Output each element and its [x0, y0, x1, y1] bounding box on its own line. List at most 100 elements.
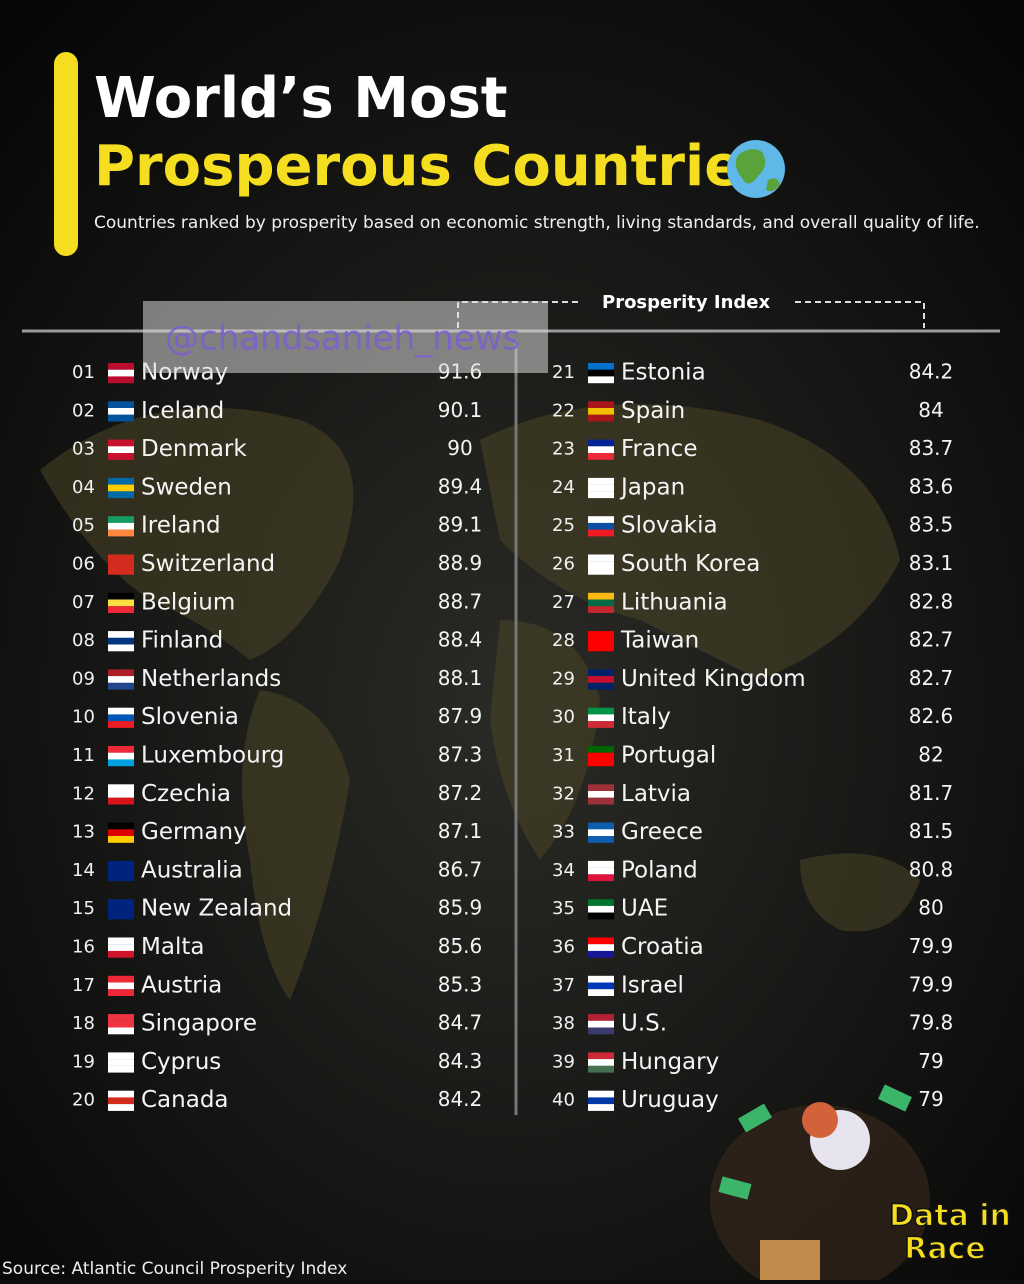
flag: [588, 1090, 614, 1111]
table-row: 20 Canada 84.2: [72, 1087, 482, 1113]
flag: [108, 1090, 134, 1111]
flag-stripe: [108, 599, 134, 607]
flag-stripe: [108, 637, 134, 645]
flag-stripe: [588, 950, 614, 958]
table-row: 32 Latvia 81.7: [552, 781, 953, 807]
index-value: 79.9: [909, 972, 954, 996]
country: Austria: [141, 972, 222, 998]
flag-stripe: [108, 759, 134, 767]
logo-line2: Race: [904, 1232, 985, 1267]
flag-stripe: [108, 784, 134, 792]
rank: 17: [72, 975, 95, 996]
source: Source: Atlantic Council Prosperity Inde…: [2, 1259, 347, 1279]
flag-stripe: [108, 376, 134, 384]
flag-stripe: [588, 676, 614, 683]
flag: [108, 631, 134, 652]
flag-stripe: [588, 1027, 614, 1035]
rank: 06: [72, 554, 95, 575]
country: Hungary: [621, 1049, 719, 1075]
country: Luxembourg: [141, 743, 284, 769]
index-value: 88.1: [438, 666, 483, 690]
index-value: 83.7: [909, 436, 954, 460]
flag-stripe: [108, 714, 134, 722]
index-value: 81.5: [909, 819, 954, 843]
flag: [588, 899, 614, 920]
flag-stripe: [108, 860, 134, 868]
flag-stripe: [108, 1052, 134, 1060]
table-row: 27 Lithuania 82.8: [552, 589, 953, 615]
flag-stripe: [588, 867, 614, 875]
flag-stripe: [108, 874, 134, 882]
index-value: 90.1: [438, 398, 483, 422]
index-value: 81.7: [909, 781, 954, 805]
flag-stripe: [588, 669, 614, 677]
index-value: 85.6: [438, 934, 483, 958]
flag-stripe: [108, 1097, 134, 1105]
rank: 26: [552, 554, 575, 575]
country: Finland: [141, 628, 223, 654]
index-value: 86.7: [438, 857, 483, 881]
country: Sweden: [141, 474, 232, 500]
table-row: 14 Australia 86.7: [72, 857, 482, 883]
index-value: 87.2: [438, 781, 483, 805]
flag: [588, 1052, 614, 1073]
table-row: 03 Denmark 90: [72, 436, 473, 462]
rank: 20: [72, 1090, 95, 1111]
table-row: 33 Greece 81.5: [552, 819, 953, 845]
rank: 13: [72, 822, 95, 843]
flag-stripe: [588, 1065, 614, 1073]
flag: [588, 937, 614, 958]
rank: 02: [72, 400, 95, 421]
country: Switzerland: [141, 551, 275, 577]
rank: 36: [552, 937, 575, 958]
flag-stripe: [108, 631, 134, 638]
table-row: 31 Portugal 82: [552, 743, 944, 769]
country: New Zealand: [141, 896, 292, 922]
index-value: 89.4: [438, 474, 483, 498]
country: Taiwan: [620, 628, 699, 654]
index-value: 79.8: [909, 1011, 954, 1035]
table-row: 17 Austria 85.3: [72, 972, 482, 998]
flag-stripe: [108, 1090, 134, 1098]
title-line2: Prosperous Countries: [94, 134, 776, 199]
flag: [108, 1014, 134, 1035]
rank: 38: [552, 1013, 575, 1034]
flag-stripe: [588, 836, 614, 843]
index-value: 82.6: [909, 704, 954, 728]
index-value: 82.7: [909, 666, 954, 690]
flag: [108, 746, 134, 767]
table-row: 06 Switzerland 88.9: [72, 551, 482, 577]
country: France: [621, 436, 697, 462]
flag-stripe: [588, 1090, 614, 1098]
rank: 15: [72, 898, 95, 919]
flag-stripe: [588, 899, 614, 906]
rank: 24: [552, 477, 575, 498]
flag-stripe: [588, 369, 614, 377]
flag-stripe: [108, 529, 134, 537]
index-value: 82.7: [909, 628, 954, 652]
country: Estonia: [621, 360, 706, 386]
flag-stripe: [108, 937, 134, 945]
flag-stripe: [108, 446, 134, 454]
index-value: 87.1: [438, 819, 483, 843]
flag-stripe: [588, 797, 614, 805]
country: Israel: [621, 972, 684, 998]
flag-stripe: [588, 453, 614, 460]
table-row: 02 Iceland 90.1: [72, 398, 482, 424]
flag-stripe: [108, 369, 134, 377]
country: Croatia: [621, 934, 704, 960]
rank: 34: [552, 860, 575, 881]
flag-stripe: [108, 829, 134, 837]
table-row: 04 Sweden 89.4: [72, 474, 482, 500]
rank: 14: [72, 860, 95, 881]
flag-stripe: [588, 714, 614, 722]
country: Cyprus: [141, 1049, 221, 1075]
flag: [108, 784, 134, 805]
subtitle: Countries ranked by prosperity based on …: [94, 213, 980, 233]
logo-line1: Data in: [889, 1199, 1011, 1234]
country: Portugal: [621, 743, 716, 769]
table-row: 25 Slovakia 83.5: [552, 513, 953, 539]
index-value: 80: [918, 896, 943, 920]
flag-stripe: [108, 439, 134, 447]
flag: [588, 631, 614, 652]
